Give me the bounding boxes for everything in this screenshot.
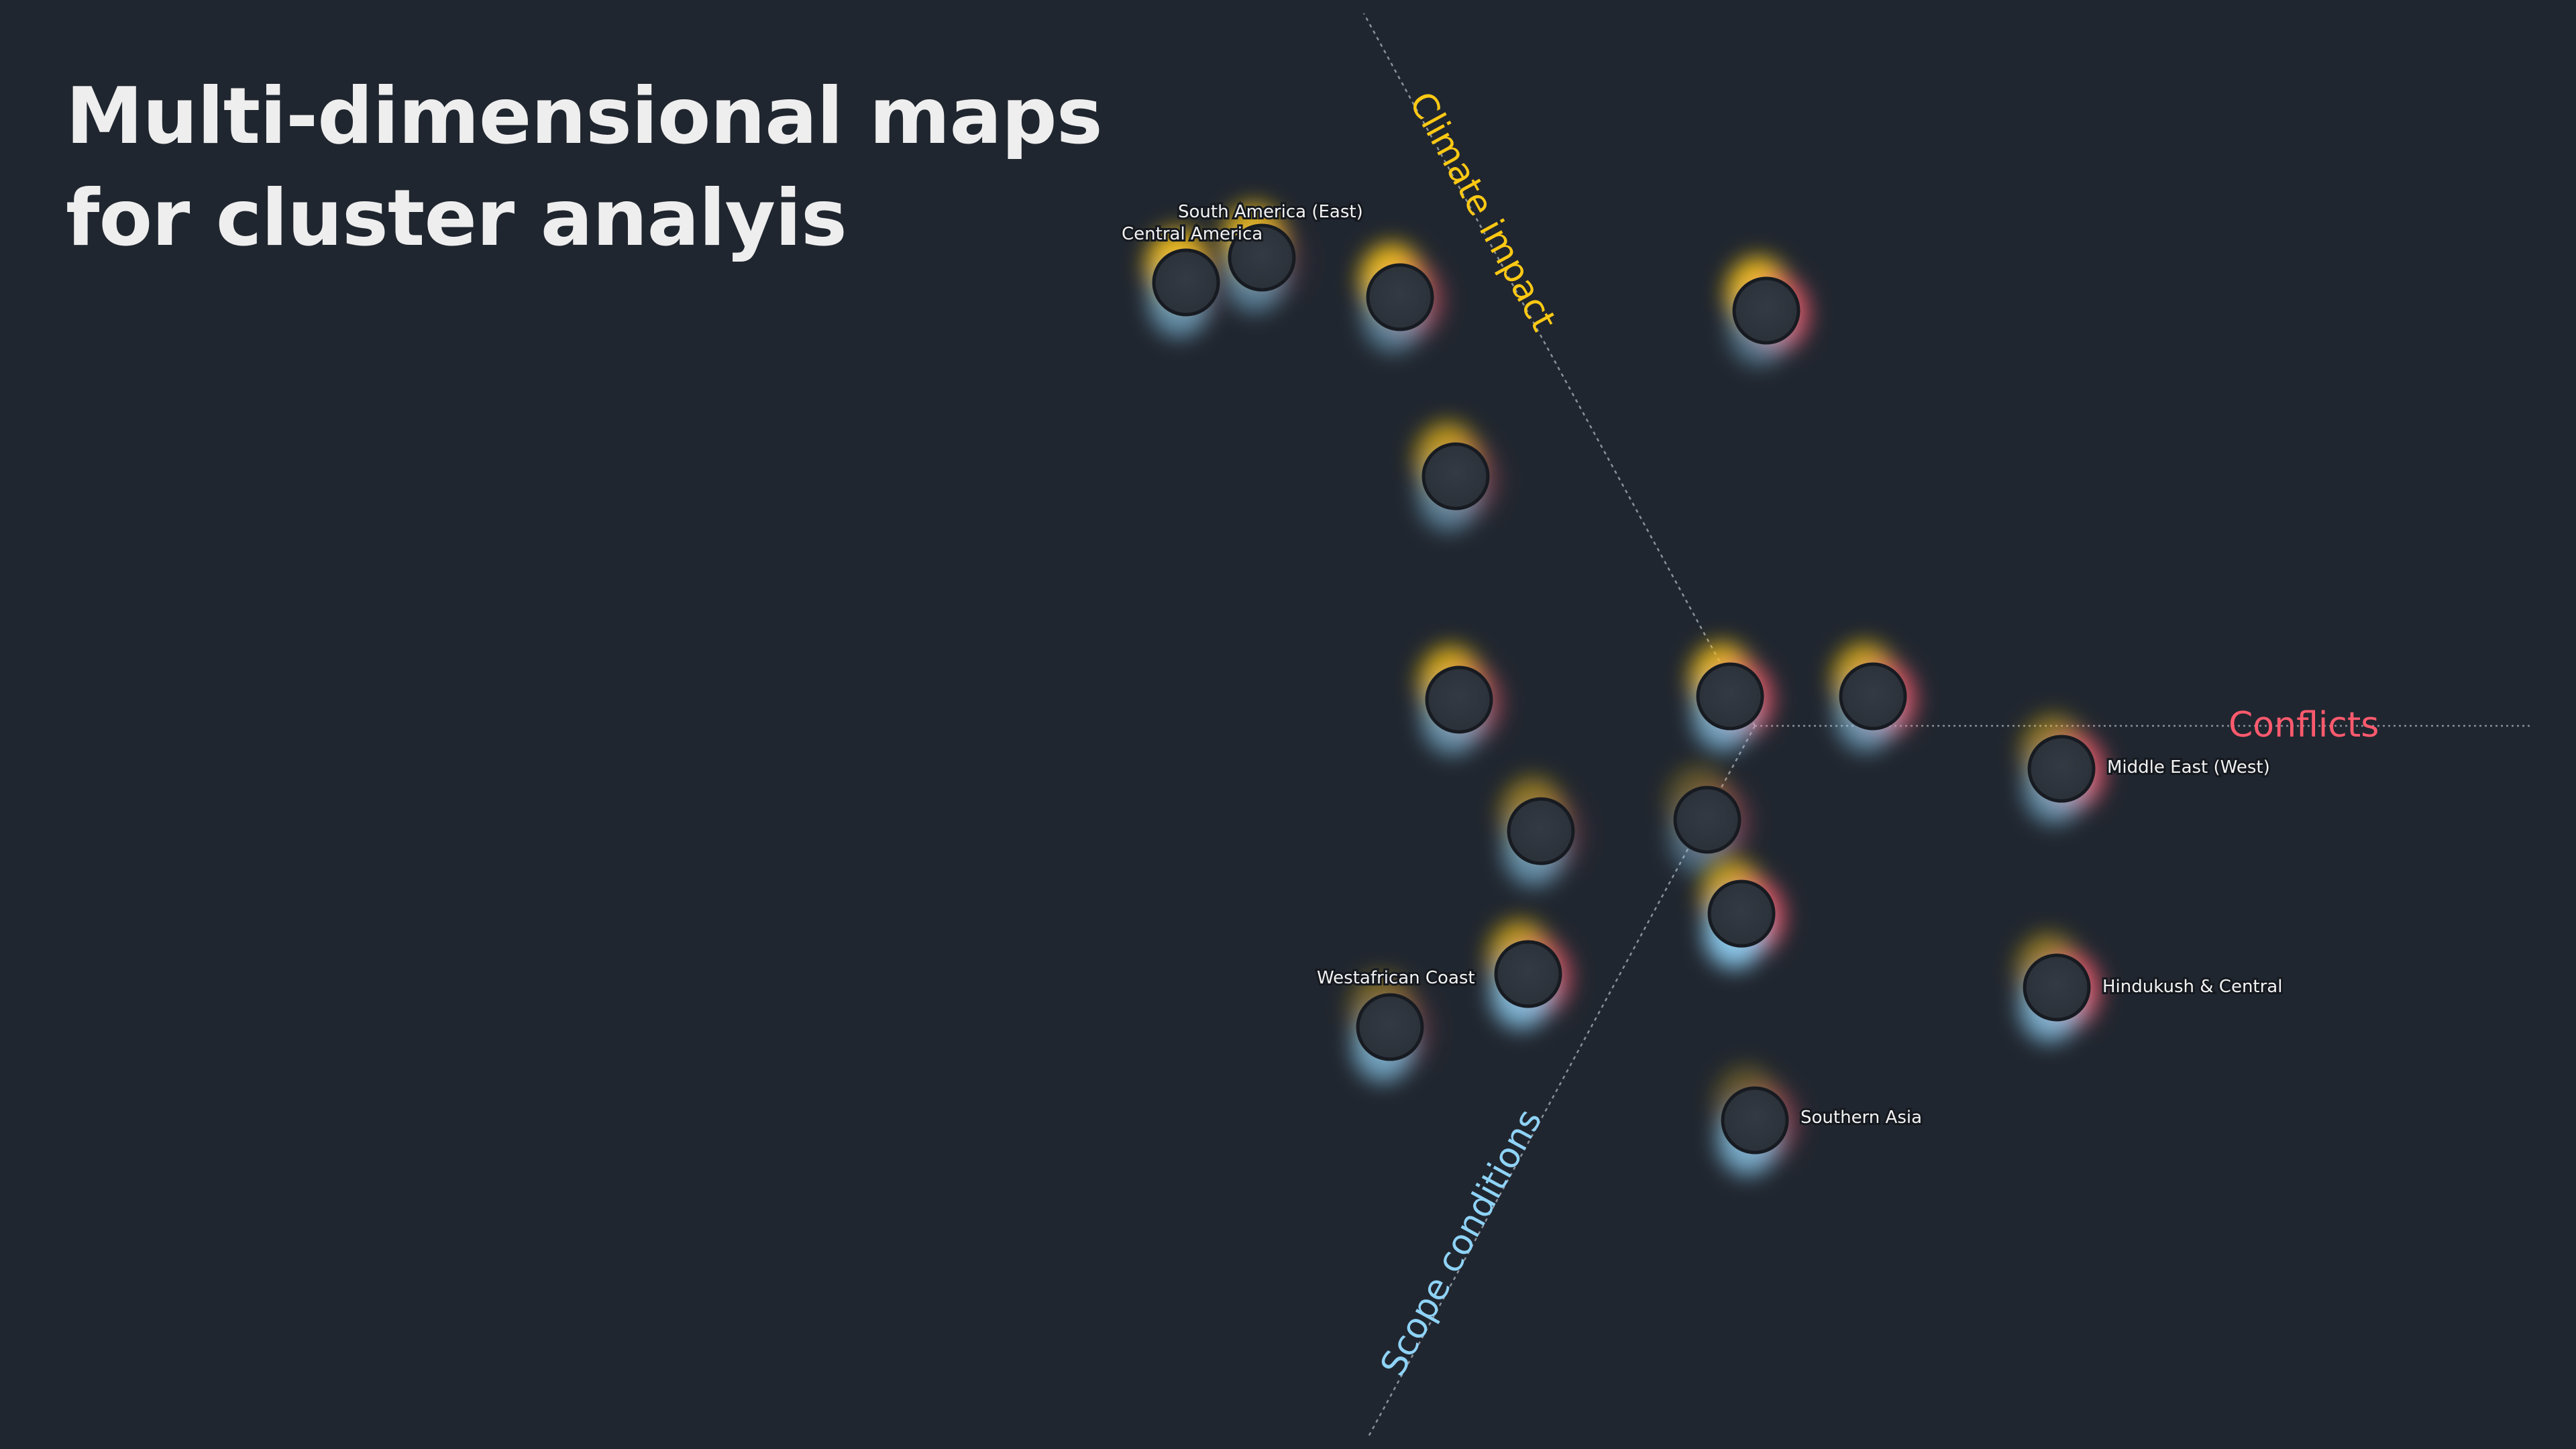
point-label: Middle East (West) xyxy=(2107,757,2270,777)
cluster-point[interactable] xyxy=(2023,953,2091,1022)
title-line-2: for cluster analyis xyxy=(66,173,847,264)
cluster-point[interactable] xyxy=(1228,223,1296,292)
cluster-point[interactable] xyxy=(1425,665,1493,734)
point-label: Westafrican Coast xyxy=(1317,968,1475,988)
cluster-point[interactable] xyxy=(1707,879,1776,948)
axis-label-conflicts: Conflicts xyxy=(2229,705,2379,745)
point-label: South America (East) xyxy=(1178,202,1363,222)
cluster-point[interactable] xyxy=(1507,797,1575,865)
cluster-point[interactable] xyxy=(1732,276,1801,345)
cluster-point[interactable] xyxy=(1696,662,1764,731)
page-title: Multi-dimensional maps for cluster analy… xyxy=(66,66,1103,270)
cluster-point[interactable] xyxy=(1356,993,1424,1061)
cluster-point[interactable] xyxy=(1421,442,1490,511)
cluster-point[interactable] xyxy=(1839,662,1907,731)
axis-label-scope: Scope conditions xyxy=(1373,1103,1550,1383)
title-line-1: Multi-dimensional maps xyxy=(66,71,1103,162)
point-label: Southern Asia xyxy=(1801,1108,1922,1128)
cluster-point[interactable] xyxy=(1152,248,1220,317)
cluster-point[interactable] xyxy=(1366,263,1434,331)
cluster-point[interactable] xyxy=(2027,735,2096,803)
axis-climate-line xyxy=(1362,13,1756,727)
point-label: Hindukush & Central xyxy=(2102,977,2282,997)
point-label: Central America xyxy=(1122,224,1263,244)
cluster-point[interactable] xyxy=(1494,940,1562,1008)
cluster-point[interactable] xyxy=(1721,1086,1789,1155)
cluster-point[interactable] xyxy=(1673,786,1741,854)
